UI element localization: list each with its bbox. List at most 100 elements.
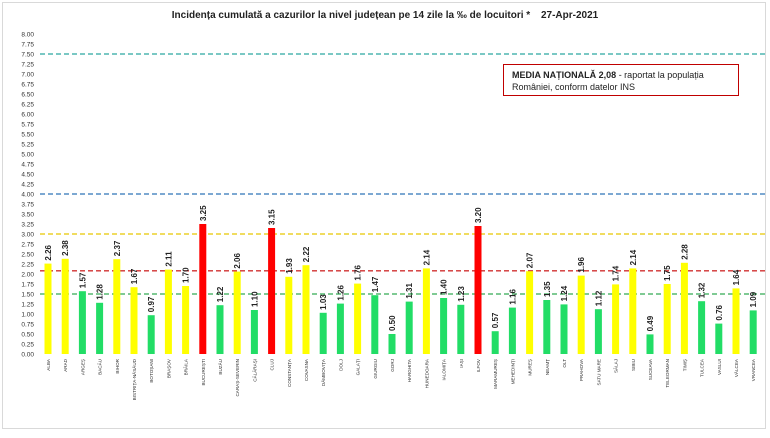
category-label: CONSTANȚA [287,358,292,387]
bar-value-label: 1.31 [405,282,414,298]
bar [422,268,430,354]
bar [371,295,379,354]
bar [319,312,327,354]
bar [233,271,241,354]
bar [629,268,637,354]
bar [268,228,276,354]
category-label: MEHEDINȚI [510,359,515,384]
bar-value-label: 0.76 [715,304,724,320]
bar-value-label: 1.64 [732,269,741,285]
bar-value-label: 1.67 [130,268,139,284]
y-tick-label: 0.25 [21,342,34,349]
bar [113,259,121,354]
y-tick-label: 3.25 [21,222,34,229]
bar-value-label: 2.06 [233,252,242,268]
y-tick-label: 0.75 [21,322,34,329]
bar-value-label: 1.32 [698,282,707,298]
y-tick-label: 6.50 [21,92,34,99]
bar [680,262,688,354]
y-tick-label: 5.50 [21,132,34,139]
category-label: IALOMIȚA [442,358,447,380]
category-label: MUREȘ [528,359,533,376]
national-average-note: MEDIA NAȚIONALĂ 2,08 - raportat la popul… [503,64,739,96]
category-label: DOLJ [338,359,343,371]
reference-lines [40,53,766,295]
bar [61,258,69,354]
category-label: SĂLAJ [613,359,619,373]
y-tick-label: 4.00 [21,192,34,199]
y-tick-label: 3.00 [21,232,34,239]
bar-value-label: 1.03 [319,294,328,310]
note-bold: MEDIA NAȚIONALĂ 2,08 [512,70,617,80]
bar-value-label: 1.35 [543,281,552,297]
y-tick-label: 7.75 [21,42,34,49]
category-label: MARAMUREȘ [493,359,498,389]
category-label: IAȘI [459,359,464,368]
y-tick-label: 3.75 [21,202,34,209]
category-label: BUZĂU [217,359,223,375]
y-tick-label: 1.25 [21,302,34,309]
value-labels: 2.26 2.38 1.57 1.28 2.37 1.67 0.97 2.11 1.70 3.25… [44,205,758,332]
category-label: VASLUI [717,359,722,375]
y-tick-label: 8.00 [21,32,34,39]
note-rest: - raportat la populația României, confor… [512,70,704,92]
category-label: BACĂU [97,359,103,375]
bar-value-label: 1.93 [285,258,294,274]
y-tick-label: 2.25 [21,262,34,269]
category-label: ILFOV [476,358,481,372]
bar-value-label: 1.16 [508,288,517,304]
y-tick-label: 5.00 [21,152,34,159]
category-label: BIHOR [115,358,120,373]
bar-value-label: 2.22 [302,246,311,262]
category-label: NEAMȚ [545,359,550,375]
bar [698,301,706,354]
bar-value-label: 2.14 [629,249,638,265]
bar-value-label: 2.07 [526,252,535,268]
bar [594,309,602,354]
y-tick-label: 3.50 [21,212,34,219]
y-tick-label: 7.00 [21,72,34,79]
bar-value-label: 0.97 [147,296,156,312]
category-label: CĂLĂRAȘI [251,359,257,382]
y-tick-label: 1.00 [21,312,34,319]
category-label: BRAȘOV [166,358,171,378]
bar-value-label: 2.37 [113,240,122,256]
category-label: HUNEDOARA [424,358,429,388]
bar-value-label: 1.40 [440,279,449,295]
y-tick-label: 0.50 [21,332,34,339]
category-label: GALAȚI [356,359,361,375]
bar [543,300,551,354]
bar [182,286,190,354]
bar-value-label: 1.75 [663,265,672,281]
bar [388,334,396,354]
category-label: CLUJ [270,359,275,371]
bar-value-label: 2.26 [44,244,53,260]
bar [646,334,654,354]
y-tick-label: 6.00 [21,112,34,119]
bar [96,302,104,354]
bar [199,224,207,354]
bar [440,298,448,354]
bar [405,301,413,354]
bar [474,226,482,354]
category-label: BRĂILA [183,358,189,375]
category-label: ARGEȘ [80,359,85,375]
bar-value-label: 1.47 [371,276,380,292]
bar [508,307,516,354]
bar-value-label: 1.23 [457,286,466,302]
bar [130,287,138,354]
bar [44,263,52,354]
bar-value-label: 1.74 [612,265,621,281]
bar-value-label: 1.26 [336,284,345,300]
bar-value-label: 2.11 [164,251,173,267]
category-label: SUCEAVA [648,358,653,380]
bar-value-label: 1.10 [250,291,259,307]
bar [302,265,310,354]
y-tick-label: 2.00 [21,272,34,279]
y-tick-label: 4.25 [21,182,34,189]
category-label: ALBA [46,358,51,371]
category-label: SIBIU [631,359,636,371]
bar [336,303,344,354]
category-label: TIMIȘ [682,359,687,371]
bar-value-label: 1.57 [78,272,87,288]
